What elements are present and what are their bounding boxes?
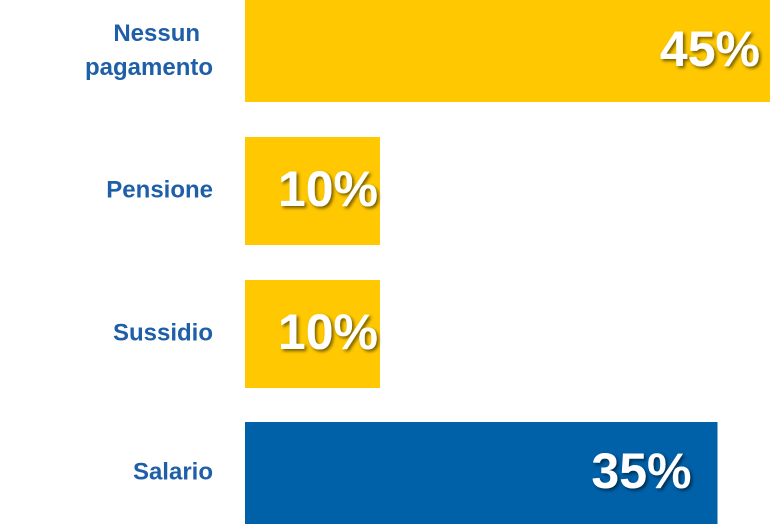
value-label: 45% xyxy=(660,21,760,77)
value-label: 10% xyxy=(278,304,378,360)
value-label: 10% xyxy=(278,161,378,217)
bar xyxy=(245,0,770,102)
category-label: Nessun pagamento xyxy=(85,20,213,81)
bar xyxy=(245,422,718,524)
bar xyxy=(245,280,380,388)
value-label: 35% xyxy=(591,443,691,499)
category-label: Salario xyxy=(133,458,213,485)
category-label: Pensione xyxy=(106,176,213,203)
bar xyxy=(245,137,380,245)
category-label: Sussidio xyxy=(113,319,213,346)
